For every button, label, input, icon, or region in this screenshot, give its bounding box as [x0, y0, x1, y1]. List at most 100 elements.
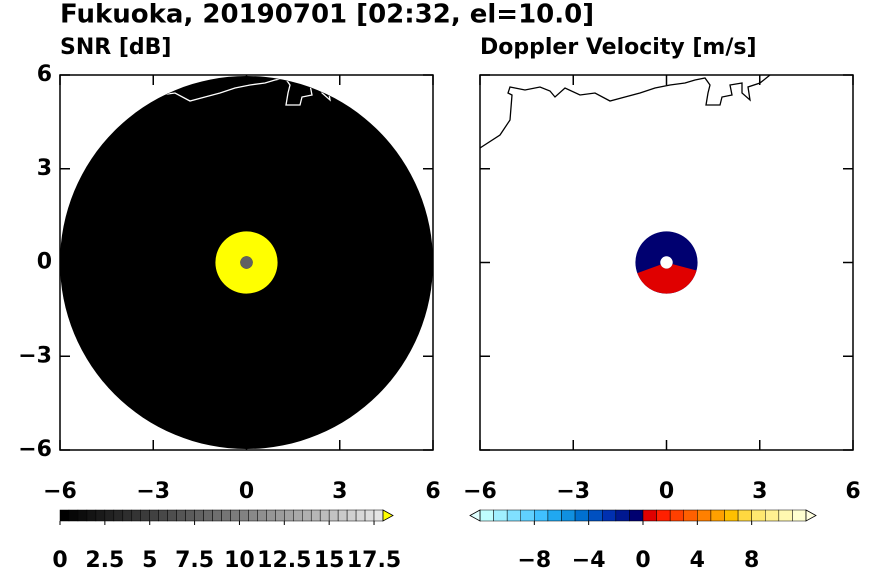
colorbar-segment [328, 509, 339, 522]
colorbar-segment [642, 509, 657, 522]
colorbar-segment [588, 509, 603, 522]
radar-ring [240, 256, 253, 269]
colorbar-segment [355, 509, 366, 522]
colorbar-segment [68, 509, 79, 522]
y-tick-label: −3 [18, 343, 52, 368]
colorbar-tick-label: 0 [635, 548, 650, 570]
colorbar-segment [792, 509, 807, 522]
colorbar-segment [547, 509, 562, 522]
colorbar-segment [59, 509, 70, 522]
colorbar-segment [479, 509, 494, 522]
colorbar-segment [520, 509, 535, 522]
colorbar-tick-label: 17.5 [347, 548, 401, 570]
colorbar-segment [669, 509, 685, 522]
colorbar-tick-label: 15 [314, 548, 345, 570]
x-tick-label: 6 [425, 479, 440, 504]
colorbar-segment [176, 509, 186, 522]
x-tick-label: 6 [845, 479, 860, 504]
panel-subtitle: SNR [dB] [60, 35, 171, 60]
colorbar-tick-label: 0 [52, 548, 67, 570]
y-tick-label: 0 [37, 250, 52, 275]
colorbar-segment [194, 509, 204, 522]
x-tick-label: −3 [136, 479, 170, 504]
colorbar-segment [602, 509, 617, 522]
panel: SNR [dB] −6 −3 0 3 6 −6 −3 0 3 6 0 2.5 5 7.5 10 12.5 15 17… [18, 35, 440, 570]
colorbar-segment [266, 509, 276, 522]
colorbar-tick-label: −4 [572, 548, 606, 570]
colorbar-segment [86, 509, 97, 522]
colorbar-segment [167, 509, 177, 522]
y-tick-label: 3 [37, 156, 52, 181]
colorbar-segment [493, 509, 508, 522]
colorbar-segment [77, 509, 88, 522]
colorbar-segment [239, 509, 249, 522]
colorbar-tick-label: 10 [224, 548, 255, 570]
radar-ring [637, 264, 697, 294]
colorbar-segment [302, 509, 312, 522]
colorbar-segment [737, 509, 752, 522]
colorbar-tick-label: 12.5 [257, 548, 311, 570]
coastline [480, 75, 771, 149]
colorbar-over [805, 509, 817, 522]
colorbar-tick-label: 5 [142, 548, 157, 570]
x-tick-label: −3 [556, 479, 590, 504]
colorbar-segment [346, 509, 357, 522]
colorbar-segment [534, 509, 549, 522]
colorbar-segment [765, 509, 780, 522]
y-tick-label: 6 [37, 62, 52, 87]
x-tick-label: 3 [332, 479, 347, 504]
colorbar-segment [140, 509, 150, 522]
colorbar-segment [104, 509, 115, 522]
colorbar-segment [122, 509, 133, 522]
colorbar-segment [95, 509, 106, 522]
colorbar-segment [131, 509, 142, 522]
colorbar-segment [373, 509, 384, 522]
colorbar-segment [310, 509, 321, 522]
x-tick-label: 0 [239, 479, 254, 504]
colorbar-segment [629, 509, 644, 522]
radar-field [60, 76, 433, 450]
colorbar-over [382, 509, 394, 522]
colorbar-tick-label: −8 [517, 548, 551, 570]
colorbar-segment [221, 509, 231, 522]
colorbar-segment [113, 509, 124, 522]
x-tick-label: 3 [752, 479, 767, 504]
colorbar-segment [257, 509, 267, 522]
colorbar-segment [319, 509, 330, 522]
colorbar-segment [293, 509, 303, 522]
colorbar-segment [710, 509, 725, 522]
colorbar-segment [212, 509, 222, 522]
colorbar-segment [284, 509, 294, 522]
colorbar-segment [248, 509, 258, 522]
colorbar-segment [506, 509, 521, 522]
colorbar-segment [203, 509, 213, 522]
colorbar-tick-label: 8 [744, 548, 759, 570]
colorbar-segment [615, 509, 630, 522]
colorbar-segment [724, 509, 739, 522]
colorbar-segment [158, 509, 168, 522]
colorbar-segment [561, 509, 576, 522]
y-tick-label: −6 [18, 437, 52, 462]
colorbar-segment [751, 509, 766, 522]
x-tick-label: 0 [659, 479, 674, 504]
radar-field [635, 231, 698, 294]
colorbar-segment [337, 509, 348, 522]
colorbar-segment [778, 509, 793, 522]
colorbar-segment [230, 509, 240, 522]
colorbar-segment [697, 509, 712, 522]
colorbar-tick-label: 4 [690, 548, 705, 570]
colorbar-segment [185, 509, 195, 522]
figure-title: Fukuoka, 20190701 [02:32, el=10.0] [60, 0, 594, 30]
panel-subtitle: Doppler Velocity [m/s] [480, 35, 757, 60]
colorbar-segment [275, 509, 285, 522]
radar-ring [215, 231, 278, 294]
colorbar-segment [683, 509, 698, 522]
x-tick-label: −6 [463, 479, 497, 504]
colorbar-under [469, 509, 481, 522]
colorbar-segment [656, 509, 671, 522]
x-tick-label: −6 [43, 479, 77, 504]
colorbar-segment [574, 509, 589, 522]
colorbar-tick-label: 2.5 [85, 548, 124, 570]
colorbar-segment [149, 509, 159, 522]
